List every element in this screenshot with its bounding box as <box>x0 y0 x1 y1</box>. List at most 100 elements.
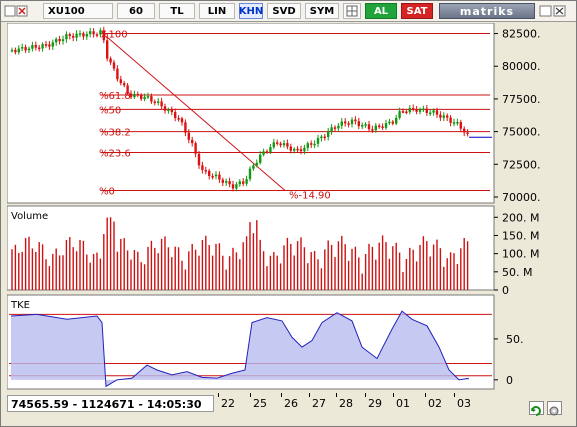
currency-button[interactable]: TL <box>159 3 195 19</box>
sell-button[interactable]: SAT <box>401 3 433 19</box>
candle-body <box>201 165 204 170</box>
date-label: 22 <box>221 397 235 410</box>
candle-body <box>116 68 119 80</box>
date-label: 03 <box>457 397 471 410</box>
candle-body <box>95 34 99 36</box>
candle-body <box>102 30 105 41</box>
sym-button[interactable]: SYM <box>305 3 339 19</box>
tke-tick-label: 50. <box>506 333 524 346</box>
tke-area <box>11 311 469 387</box>
candle-body <box>242 181 245 184</box>
candle-body <box>327 131 330 138</box>
chart-area[interactable]: 82500. 80000. 77500. 75000. 72500. 70000. %100… <box>7 23 572 393</box>
candle-body <box>75 33 78 38</box>
candle-body <box>313 143 316 146</box>
candle-body <box>408 108 411 113</box>
candle-body <box>248 168 252 180</box>
candle-body <box>51 42 54 47</box>
candle-body <box>143 96 146 100</box>
toolbar-grid-icon[interactable] <box>343 3 361 19</box>
candle-body <box>422 108 425 111</box>
candle-body <box>129 93 133 98</box>
candle-body <box>218 174 221 180</box>
candle-body <box>289 146 292 151</box>
candle-body <box>89 31 92 35</box>
restore-close-icon[interactable] <box>539 4 569 18</box>
candle-body <box>177 118 180 120</box>
candle-body <box>425 108 428 113</box>
matriks-logo: matriks <box>439 3 535 19</box>
tke-line <box>10 310 470 388</box>
price-tick-label: 72500. <box>502 158 541 171</box>
candle-body <box>214 174 218 177</box>
candle-body <box>371 129 374 131</box>
candle-body <box>337 125 340 129</box>
candle-body <box>466 132 469 135</box>
candle-body <box>446 115 449 118</box>
candle-body <box>106 40 109 59</box>
candle-body <box>235 184 238 189</box>
status-bar: 74565.59 - 1124671 - 14:05:30 22 25 26 27 28… <box>1 393 576 426</box>
candle-body <box>265 151 269 153</box>
candle-body <box>442 115 445 118</box>
candle-body <box>72 35 75 38</box>
candle-body <box>269 147 272 153</box>
candle-body <box>197 153 201 166</box>
date-tick <box>454 393 455 397</box>
svd-button[interactable]: SVD <box>267 3 301 19</box>
candle-body <box>272 142 275 148</box>
candle-body <box>367 124 371 130</box>
candle-body <box>282 143 286 146</box>
candle-body <box>194 143 197 154</box>
candle-body <box>395 117 398 124</box>
candle-body <box>10 49 14 52</box>
price-tick-label: 80000. <box>502 60 541 73</box>
grid-icon <box>346 5 358 17</box>
candle-body <box>245 179 248 184</box>
candle-body <box>65 34 68 40</box>
candle-body <box>429 112 432 115</box>
trend-line-label: %-14.90 <box>289 190 331 201</box>
symbol-selector[interactable]: XU100 <box>43 3 113 19</box>
candle-body <box>109 58 112 63</box>
candle-body <box>456 122 459 124</box>
candle-body <box>439 114 442 118</box>
candle-body <box>310 143 313 145</box>
candle-body <box>34 45 37 48</box>
fib-level-label: %38.2 <box>99 128 131 139</box>
candle-body <box>279 143 282 146</box>
candle-body <box>55 38 58 43</box>
candle-body <box>208 170 211 177</box>
date-tick <box>393 393 394 397</box>
candle-body <box>204 169 207 172</box>
candle-body <box>259 154 262 163</box>
candle-body <box>225 181 228 183</box>
refresh-icon[interactable] <box>529 401 544 416</box>
scale-button[interactable]: LIN <box>199 3 235 19</box>
candle-body <box>286 143 289 147</box>
window-controls-icon[interactable] <box>4 4 38 18</box>
candle-body <box>323 136 326 139</box>
candle-body <box>140 95 143 100</box>
candle-body <box>293 148 296 151</box>
candle-body <box>435 110 439 115</box>
candle-body <box>157 101 160 103</box>
volume-tick-label: 0 <box>502 284 509 297</box>
tke-panel-title: TKE <box>10 300 30 311</box>
toolbar-icon-group[interactable] <box>3 4 39 18</box>
date-label: 01 <box>396 397 410 410</box>
date-tick <box>365 393 366 397</box>
settings-icon[interactable] <box>547 401 562 416</box>
candle-body <box>58 38 61 42</box>
khn-button[interactable]: KHN <box>239 3 263 19</box>
candle-body <box>463 128 466 133</box>
candle-body <box>391 121 394 124</box>
candle-body <box>61 39 65 42</box>
period-selector[interactable]: 60 <box>117 3 155 19</box>
window-buttons[interactable] <box>539 4 569 18</box>
buy-button[interactable]: AL <box>365 3 397 19</box>
candle-body <box>354 119 357 122</box>
date-label: 25 <box>253 397 267 410</box>
candle-body <box>381 126 384 129</box>
candle-body <box>432 110 435 113</box>
